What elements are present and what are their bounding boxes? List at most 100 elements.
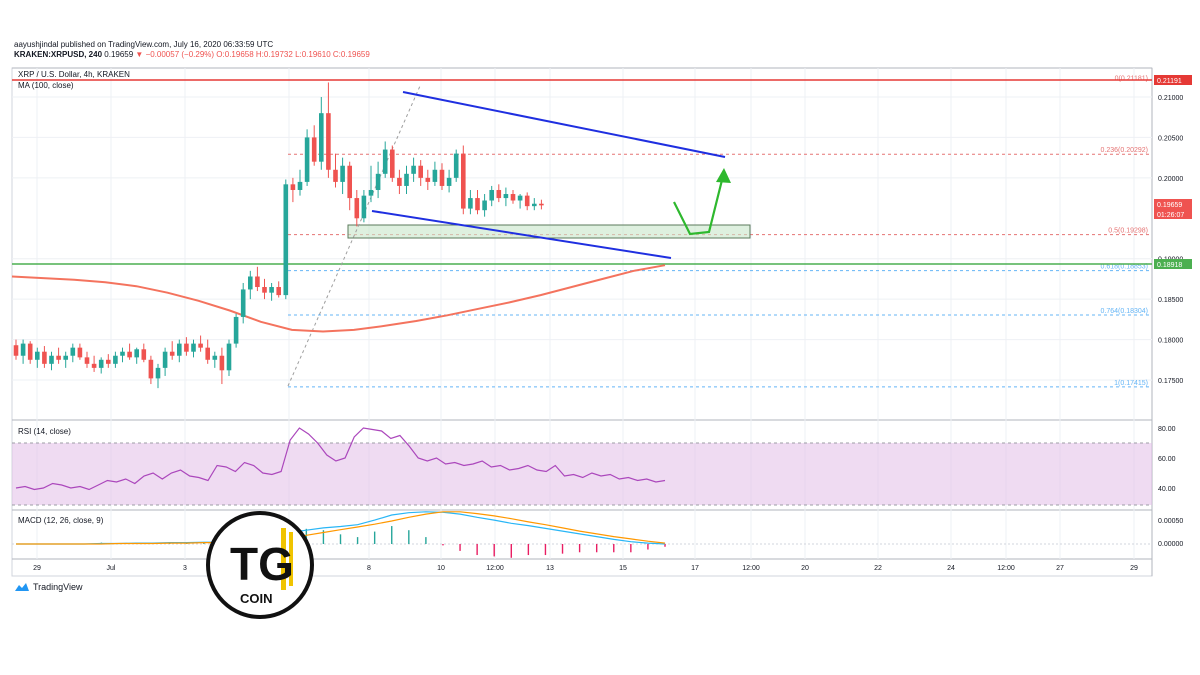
forecast-arrow-head [716,168,731,183]
price-badge-text: 0.19659 [1157,202,1182,209]
candle-body [77,347,83,358]
candle-body [439,169,445,186]
candle-body [276,287,281,296]
tg-coin-logo-graphic: TG COIN [206,511,314,619]
candle-body [425,177,431,182]
x-tick-label: 24 [947,565,955,572]
fib-label: 0.5(0.19298) [1108,228,1148,235]
x-tick-label: 20 [801,565,809,572]
time-axis-ticks: 29Jul3681012:0013151712:0020222412:00272… [33,565,1138,572]
candle-body [20,343,26,356]
x-tick-label: 29 [1130,565,1138,572]
candle-body [56,355,61,360]
fib-label: 1(0.17415) [1114,380,1148,387]
candle-body [205,347,210,360]
candle-body [255,276,260,288]
candle-body [532,203,537,207]
tradingview-icon [15,583,29,591]
fib-label: 0.236(0.20292) [1101,147,1148,154]
x-tick-label: 13 [546,565,554,572]
ma100-line [11,264,666,333]
fib-label: 0.618(0.18853) [1101,264,1148,271]
support-badge [1154,259,1192,269]
resistance-badge-text: 0.21191 [1157,78,1182,85]
ohlc-close: C:0.19659 [332,50,370,59]
channel-lower-line [371,210,672,259]
fib-trend-line [287,85,421,387]
candle-body [311,137,317,162]
ohlc-open: O:0.19658 [216,50,254,59]
rsi-tick-40: 40.00 [1158,486,1176,493]
tg-coin-logo: TG COIN [205,510,315,620]
candle-body [290,184,296,190]
x-tick-label: Jul [107,565,116,572]
x-tick-label: 17 [691,565,699,572]
symbol-ohlc-line: KRAKEN:XRPUSD, 240 0.19659 ▼ −0.00057 (−… [14,50,370,60]
price-change: ▼ −0.00057 (−0.29%) [135,50,215,59]
fib-label: 0.764(0.18304) [1101,308,1148,315]
candle-body [432,169,438,182]
candle-body [340,165,345,182]
tradingview-brand[interactable]: TradingView [14,582,83,592]
candle-body [148,359,154,379]
signal-line [16,511,666,545]
rsi-band [12,443,1152,505]
ohlc-low: L:0.19610 [295,50,331,59]
x-tick-label: 8 [367,565,371,572]
candle-body [461,153,466,209]
candle-body [42,351,47,364]
candle-body [411,165,416,174]
macd-title: MACD (12, 26, close, 9) [18,516,104,525]
candle-body [106,359,111,364]
logo-tg-text: TG [230,538,294,590]
x-tick-label: 12:00 [997,565,1015,572]
candle-body [368,189,374,196]
candle-body [212,355,218,360]
y-tick-label: 0.20500 [1158,135,1183,142]
tradingview-label: TradingView [33,582,83,592]
symbol-label: KRAKEN:XRPUSD, 240 [14,50,103,59]
candle-body [510,194,516,201]
candle-body [539,203,544,206]
y-tick-label: 0.17500 [1158,378,1183,385]
candle-body [418,165,423,178]
candle-body [219,355,225,371]
x-tick-label: 12:00 [486,565,504,572]
chart-title: XRP / U.S. Dollar, 4h, KRAKEN [18,70,130,79]
candle-body [304,137,310,182]
candle-body [98,359,104,368]
candle-body [503,194,509,199]
rsi-tick-60: 60.00 [1158,456,1176,463]
candle-body [233,316,239,344]
candle-body [177,343,182,356]
x-tick-label: 29 [33,565,41,572]
candle-body [283,184,289,296]
candle-body [482,200,487,211]
candle-body [297,181,303,190]
rsi-title: RSI (14, close) [18,427,71,436]
candle-body [27,343,33,360]
candle-body [127,351,132,358]
candle-body [496,189,502,199]
x-tick-label: 12:00 [742,565,760,572]
rsi-tick-80: 80.00 [1158,426,1176,433]
y-tick-label: 0.18000 [1158,338,1183,345]
candle-body [382,149,388,174]
candle-body [155,367,161,379]
candle-body [191,343,196,352]
support-badge-text: 0.18918 [1157,262,1182,269]
logo-coin-text: COIN [240,591,273,606]
candle-body [489,189,494,201]
candle-body [524,195,530,207]
candle-body [361,195,367,219]
candle-body [63,355,68,360]
ohlc-high: H:0.19732 [255,50,293,59]
x-tick-label: 15 [619,565,627,572]
candle-body [49,355,54,364]
resistance-badge [1154,75,1192,85]
candle-body [70,347,76,356]
candle-body [517,195,523,201]
candle-body [453,153,459,178]
macd-tick-0: 0.00000 [1158,541,1183,548]
